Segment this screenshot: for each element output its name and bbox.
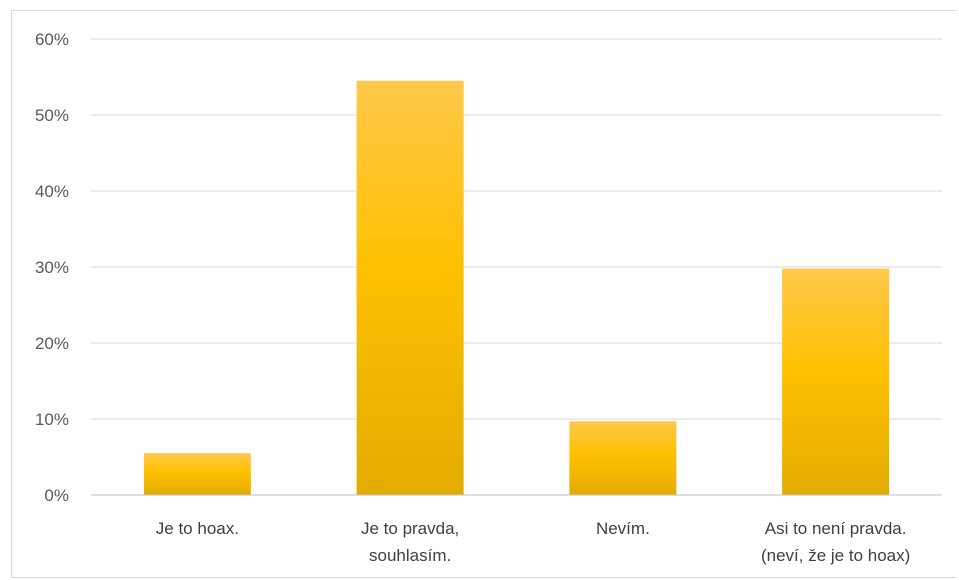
x-category-label-line: Asi to není pravda.: [765, 519, 907, 538]
bars: [144, 81, 889, 495]
bar: [782, 269, 889, 495]
bar: [569, 421, 676, 495]
y-tick-label: 30%: [35, 258, 69, 277]
y-tick-label: 20%: [35, 334, 69, 353]
bar: [144, 453, 251, 495]
x-category-label-line: souhlasím.: [369, 546, 451, 565]
x-category-label-line: Nevím.: [596, 519, 650, 538]
x-category-label: Nevím.: [596, 519, 650, 538]
x-category-label: Je to pravda, souhlasím.: [361, 519, 459, 565]
y-axis-tick-labels: 0% 10% 20% 30% 40% 50% 60%: [35, 30, 69, 505]
y-tick-label: 60%: [35, 30, 69, 49]
y-tick-label: 10%: [35, 410, 69, 429]
y-tick-label: 40%: [35, 182, 69, 201]
x-axis-category-labels: Je to hoax. Je to pravda, souhlasím. Nevím.…: [156, 519, 910, 565]
x-category-label: Je to hoax.: [156, 519, 239, 538]
x-category-label-line: Je to pravda,: [361, 519, 459, 538]
y-tick-label: 0%: [44, 486, 69, 505]
x-category-label-line: Je to hoax.: [156, 519, 239, 538]
x-category-label: Asi to není pravda. (neví, že je to hoax): [761, 519, 910, 565]
bar: [357, 81, 464, 495]
x-category-label-line: (neví, že je to hoax): [761, 546, 910, 565]
y-tick-label: 50%: [35, 106, 69, 125]
